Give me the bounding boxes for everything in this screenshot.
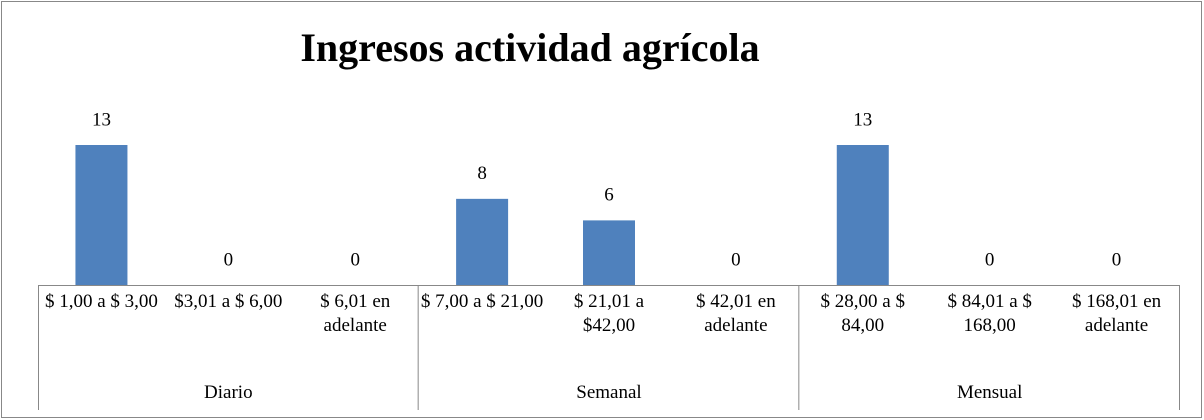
bar xyxy=(456,198,509,285)
chart-title: Ingresos actividad agrícola xyxy=(300,25,759,70)
x-tick-label: $ 84,01 a $ 168,00 xyxy=(947,291,1032,336)
bar xyxy=(583,220,635,285)
data-label: 13 xyxy=(853,109,872,130)
data-label: 0 xyxy=(224,249,234,270)
data-label: 0 xyxy=(350,249,360,270)
data-label: 0 xyxy=(1112,249,1122,270)
bar xyxy=(836,145,889,285)
data-label: 6 xyxy=(604,185,614,206)
x-tick-label: $ 7,00 a $ 21,00 xyxy=(420,291,544,312)
x-tick-label: $3,01 a $ 6,00 xyxy=(174,291,283,312)
group-label: Semanal xyxy=(576,382,642,403)
group-label: Diario xyxy=(204,382,253,403)
group-label: Mensual xyxy=(956,382,1023,403)
x-tick-label: $ 21,01 a $42,00 xyxy=(573,291,645,336)
data-label: 13 xyxy=(92,109,111,130)
x-tick-label: $ 168,01 en adelante xyxy=(1071,291,1162,336)
x-tick-label: $ 1,00 a $ 3,00 xyxy=(44,291,158,312)
data-label: 0 xyxy=(731,249,741,270)
x-tick-label: $ 6,01 en adelante xyxy=(320,291,391,336)
data-label: 8 xyxy=(477,163,487,184)
bar xyxy=(75,145,128,285)
data-label: 0 xyxy=(985,249,995,270)
x-tick-label: $ 42,01 en adelante xyxy=(696,291,776,336)
x-tick-label: $ 28,00 a $ 84,00 xyxy=(820,291,905,336)
